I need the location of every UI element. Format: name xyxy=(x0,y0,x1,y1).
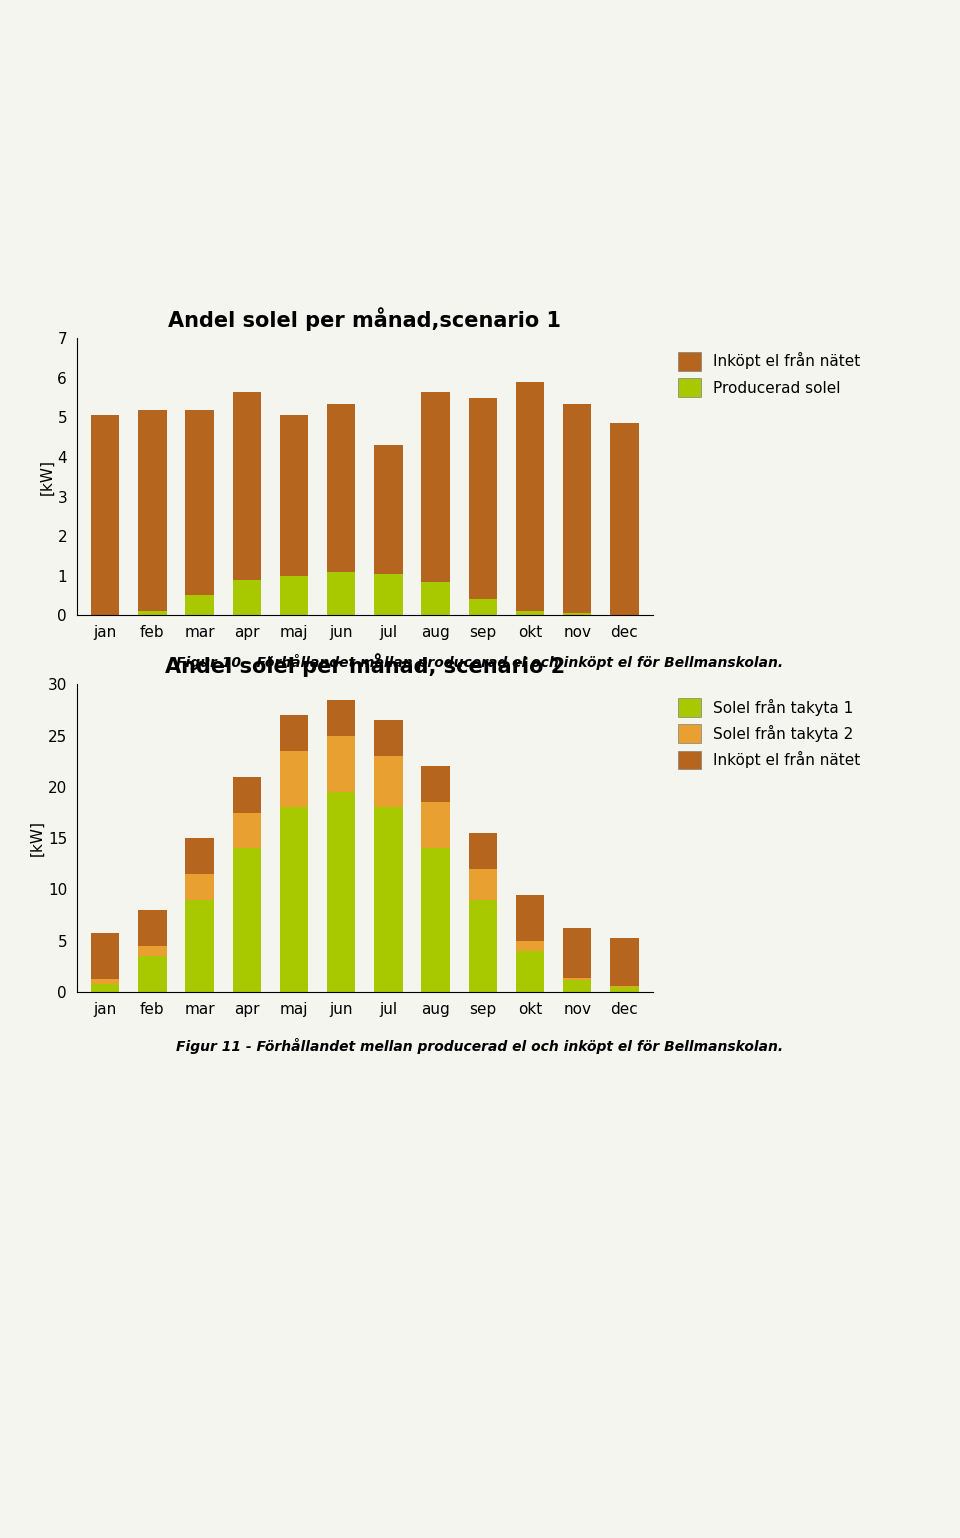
Bar xyxy=(468,869,497,900)
Bar xyxy=(279,415,308,575)
Legend: Inköpt el från nätet, Producerad solel: Inköpt el från nätet, Producerad solel xyxy=(672,346,867,403)
Bar xyxy=(421,849,450,992)
Bar xyxy=(185,409,214,595)
Bar xyxy=(516,611,544,615)
Bar xyxy=(564,614,591,615)
Bar xyxy=(468,900,497,992)
Bar xyxy=(279,751,308,807)
Bar xyxy=(374,807,402,992)
Y-axis label: [kW]: [kW] xyxy=(30,820,45,857)
Bar xyxy=(611,423,638,615)
Bar xyxy=(232,777,261,812)
Title: Andel solel per månad,scenario 1: Andel solel per månad,scenario 1 xyxy=(168,308,562,331)
Bar xyxy=(564,980,591,992)
Bar xyxy=(421,766,450,803)
Bar xyxy=(279,715,308,751)
Bar xyxy=(138,946,166,957)
Bar xyxy=(91,415,119,615)
Bar xyxy=(564,929,591,978)
Bar xyxy=(279,807,308,992)
Bar xyxy=(91,978,119,984)
Bar xyxy=(516,950,544,992)
Bar xyxy=(327,792,355,992)
Bar xyxy=(327,735,355,792)
Bar xyxy=(421,392,450,581)
Bar xyxy=(374,757,402,807)
Bar xyxy=(611,987,638,992)
Bar xyxy=(516,895,544,941)
Bar xyxy=(232,580,261,615)
Bar xyxy=(468,600,497,615)
Y-axis label: [kW]: [kW] xyxy=(39,458,55,495)
Legend: Solel från takyta 1, Solel från takyta 2, Inköpt el från nätet: Solel från takyta 1, Solel från takyta 2… xyxy=(672,692,867,775)
Bar xyxy=(138,957,166,992)
Text: Figur 10 - Förhållandet mellan producerad el och inköpt el för Bellmanskolan.: Figur 10 - Förhållandet mellan producera… xyxy=(177,654,783,669)
Bar xyxy=(468,398,497,600)
Bar xyxy=(185,838,214,874)
Title: Andel solel per månad, scenario 2: Andel solel per månad, scenario 2 xyxy=(165,654,564,677)
Bar xyxy=(327,403,355,572)
Bar xyxy=(374,574,402,615)
Bar xyxy=(564,403,591,614)
Bar xyxy=(185,900,214,992)
Bar xyxy=(185,595,214,615)
Bar xyxy=(327,700,355,735)
Bar xyxy=(564,978,591,980)
Bar xyxy=(185,874,214,900)
Bar xyxy=(611,938,638,986)
Bar xyxy=(327,572,355,615)
Bar xyxy=(91,932,119,978)
Bar xyxy=(421,581,450,615)
Text: Figur 11 - Förhållandet mellan producerad el och inköpt el för Bellmanskolan.: Figur 11 - Förhållandet mellan producera… xyxy=(177,1038,783,1054)
Bar xyxy=(516,381,544,611)
Bar xyxy=(232,849,261,992)
Bar xyxy=(91,984,119,992)
Bar xyxy=(232,392,261,580)
Bar xyxy=(138,910,166,946)
Bar xyxy=(374,444,402,574)
Bar xyxy=(138,409,166,611)
Bar xyxy=(421,803,450,849)
Bar xyxy=(468,834,497,869)
Bar xyxy=(138,611,166,615)
Bar xyxy=(279,575,308,615)
Bar xyxy=(232,812,261,849)
Bar xyxy=(516,941,544,950)
Bar xyxy=(374,720,402,757)
